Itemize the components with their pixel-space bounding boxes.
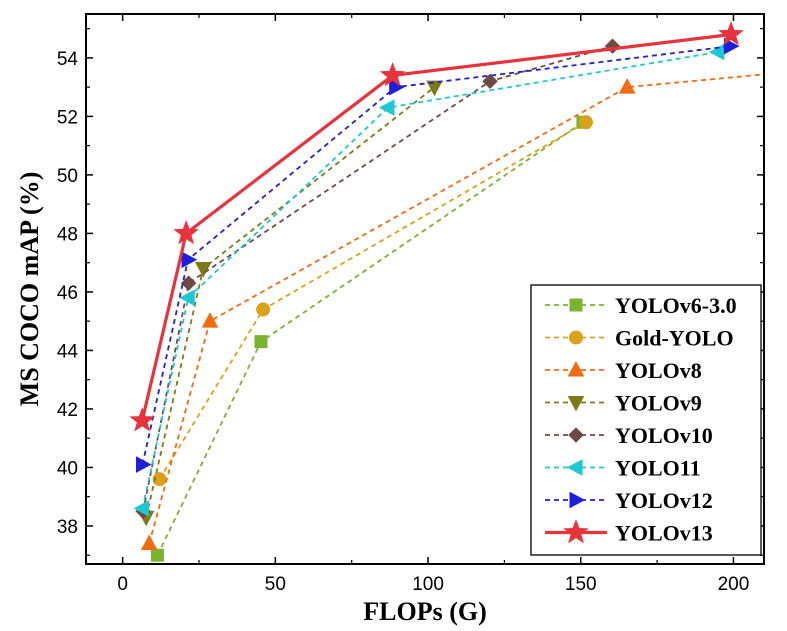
- y-tick-label: 40: [57, 458, 78, 479]
- data-point: [136, 456, 152, 473]
- y-tick-label: 42: [57, 400, 78, 421]
- legend-marker: [567, 396, 585, 412]
- series-yolo11: [133, 43, 725, 517]
- plot-frame: [85, 13, 765, 565]
- legend: YOLOv6-3.0 Gold-YOLO YOLOv8 YOLOv9 YOLOv10 YO…: [530, 284, 762, 556]
- series-line: [140, 32, 732, 422]
- series-yolov12: [136, 37, 740, 473]
- legend-label: YOLOv8: [615, 358, 702, 383]
- data-point: [133, 500, 149, 517]
- legend-item: YOLOv8: [545, 358, 702, 383]
- data-point: [718, 21, 744, 46]
- series-yolov8: [140, 73, 764, 551]
- y-tick-label: 52: [57, 107, 78, 128]
- legend-marker: [566, 459, 583, 476]
- y-axis-title: MS COCO mAP (%): [15, 172, 44, 407]
- x-tick-label: 0: [117, 574, 128, 595]
- legend-label: YOLOv13: [615, 521, 713, 546]
- y-tick-label: 50: [57, 166, 78, 187]
- series-line: [156, 121, 584, 556]
- x-tick-label: 50: [265, 574, 286, 595]
- x-tick-label: 100: [412, 574, 444, 595]
- legend-label: Gold-YOLO: [615, 326, 734, 351]
- series-line: [148, 73, 764, 544]
- data-point: [379, 61, 406, 87]
- data-point: [426, 80, 443, 97]
- legend-label: YOLOv6-3.0: [615, 293, 737, 318]
- data-point: [150, 548, 164, 562]
- data-point: [140, 534, 158, 551]
- data-point: [181, 251, 198, 269]
- x-tick-label: 200: [718, 574, 750, 595]
- legend-item: YOLOv10: [545, 423, 713, 448]
- legend-item: YOLOv6-3.0: [545, 293, 737, 318]
- series-line: [141, 45, 731, 465]
- data-point: [618, 78, 636, 94]
- x-axis-title: FLOPs (G): [363, 597, 487, 626]
- y-tick-label: 48: [57, 224, 78, 245]
- data-point: [482, 73, 498, 89]
- y-tick-label: 46: [57, 283, 78, 304]
- series-yolov9: [137, 80, 443, 527]
- y-tick-label: 44: [57, 341, 79, 362]
- data-point: [578, 115, 593, 130]
- series-gold-yolo: [152, 115, 593, 487]
- legend-marker: [569, 298, 583, 312]
- data-point: [179, 289, 195, 307]
- legend-item: YOLOv9: [545, 391, 702, 416]
- data-point: [256, 302, 271, 317]
- legend-label: YOLOv12: [615, 488, 713, 513]
- legend-marker: [569, 491, 586, 509]
- legend-marker: [569, 330, 583, 345]
- series-line: [141, 51, 719, 509]
- data-point: [129, 407, 155, 432]
- series-line: [158, 121, 587, 480]
- y-tick-label: 38: [57, 517, 78, 538]
- data-point: [708, 43, 725, 61]
- x-tick-label: 150: [565, 574, 597, 595]
- data-point: [723, 37, 740, 55]
- legend-label: YOLO11: [615, 456, 701, 481]
- legend-label: YOLOv10: [615, 423, 713, 448]
- legend-box: [530, 284, 762, 556]
- data-point: [194, 262, 212, 278]
- data-point: [254, 335, 268, 349]
- legend-marker: [568, 427, 584, 443]
- data-point: [604, 38, 621, 54]
- series-yolov13: [129, 21, 744, 432]
- y-tick-label: 54: [57, 49, 79, 70]
- legend-label: YOLOv9: [615, 391, 702, 416]
- data-point: [378, 99, 395, 116]
- legend-item: YOLO11: [545, 456, 701, 481]
- legend-item: YOLOv12: [545, 488, 713, 513]
- data-point: [180, 275, 197, 291]
- legend-marker: [563, 519, 589, 544]
- data-point: [173, 219, 199, 245]
- legend-marker: [567, 360, 585, 377]
- series-line: [142, 45, 613, 512]
- legend-item: Gold-YOLO: [545, 326, 734, 351]
- data-point: [201, 312, 219, 328]
- legend-item: YOLOv13: [545, 519, 713, 546]
- series-yolov6-3-0: [150, 115, 590, 562]
